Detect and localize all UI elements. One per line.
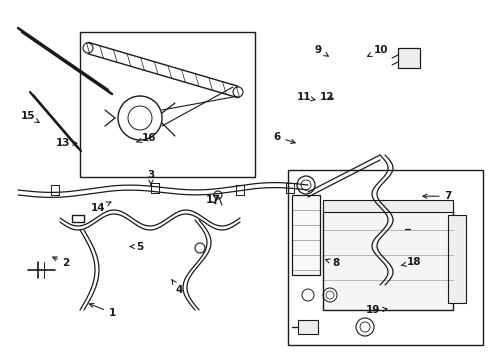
Text: 10: 10 (368, 45, 389, 57)
Text: 7: 7 (423, 191, 452, 201)
Text: 3: 3 (147, 170, 154, 185)
Bar (410, 222, 426, 236)
Bar (323, 210, 453, 310)
Text: 13: 13 (55, 138, 77, 148)
Bar (323, 200, 453, 212)
Text: 9: 9 (315, 45, 328, 56)
Bar (292, 195, 320, 275)
Text: 5: 5 (130, 242, 143, 252)
Bar (298, 320, 318, 334)
Text: 18: 18 (401, 257, 421, 267)
Bar (448, 215, 466, 303)
Text: 1: 1 (89, 303, 116, 318)
Text: 6: 6 (273, 132, 295, 144)
Text: 11: 11 (296, 92, 315, 102)
Text: 4: 4 (172, 280, 183, 295)
Text: 8: 8 (326, 258, 339, 268)
Text: 16: 16 (137, 132, 157, 143)
Text: 12: 12 (320, 92, 335, 102)
Text: 19: 19 (366, 305, 387, 315)
Text: 14: 14 (91, 202, 111, 213)
Bar (288, 170, 483, 345)
Text: 2: 2 (52, 257, 70, 268)
Bar (80, 32, 255, 177)
Text: 15: 15 (21, 111, 39, 122)
Bar (398, 48, 420, 68)
Text: 17: 17 (206, 195, 220, 205)
